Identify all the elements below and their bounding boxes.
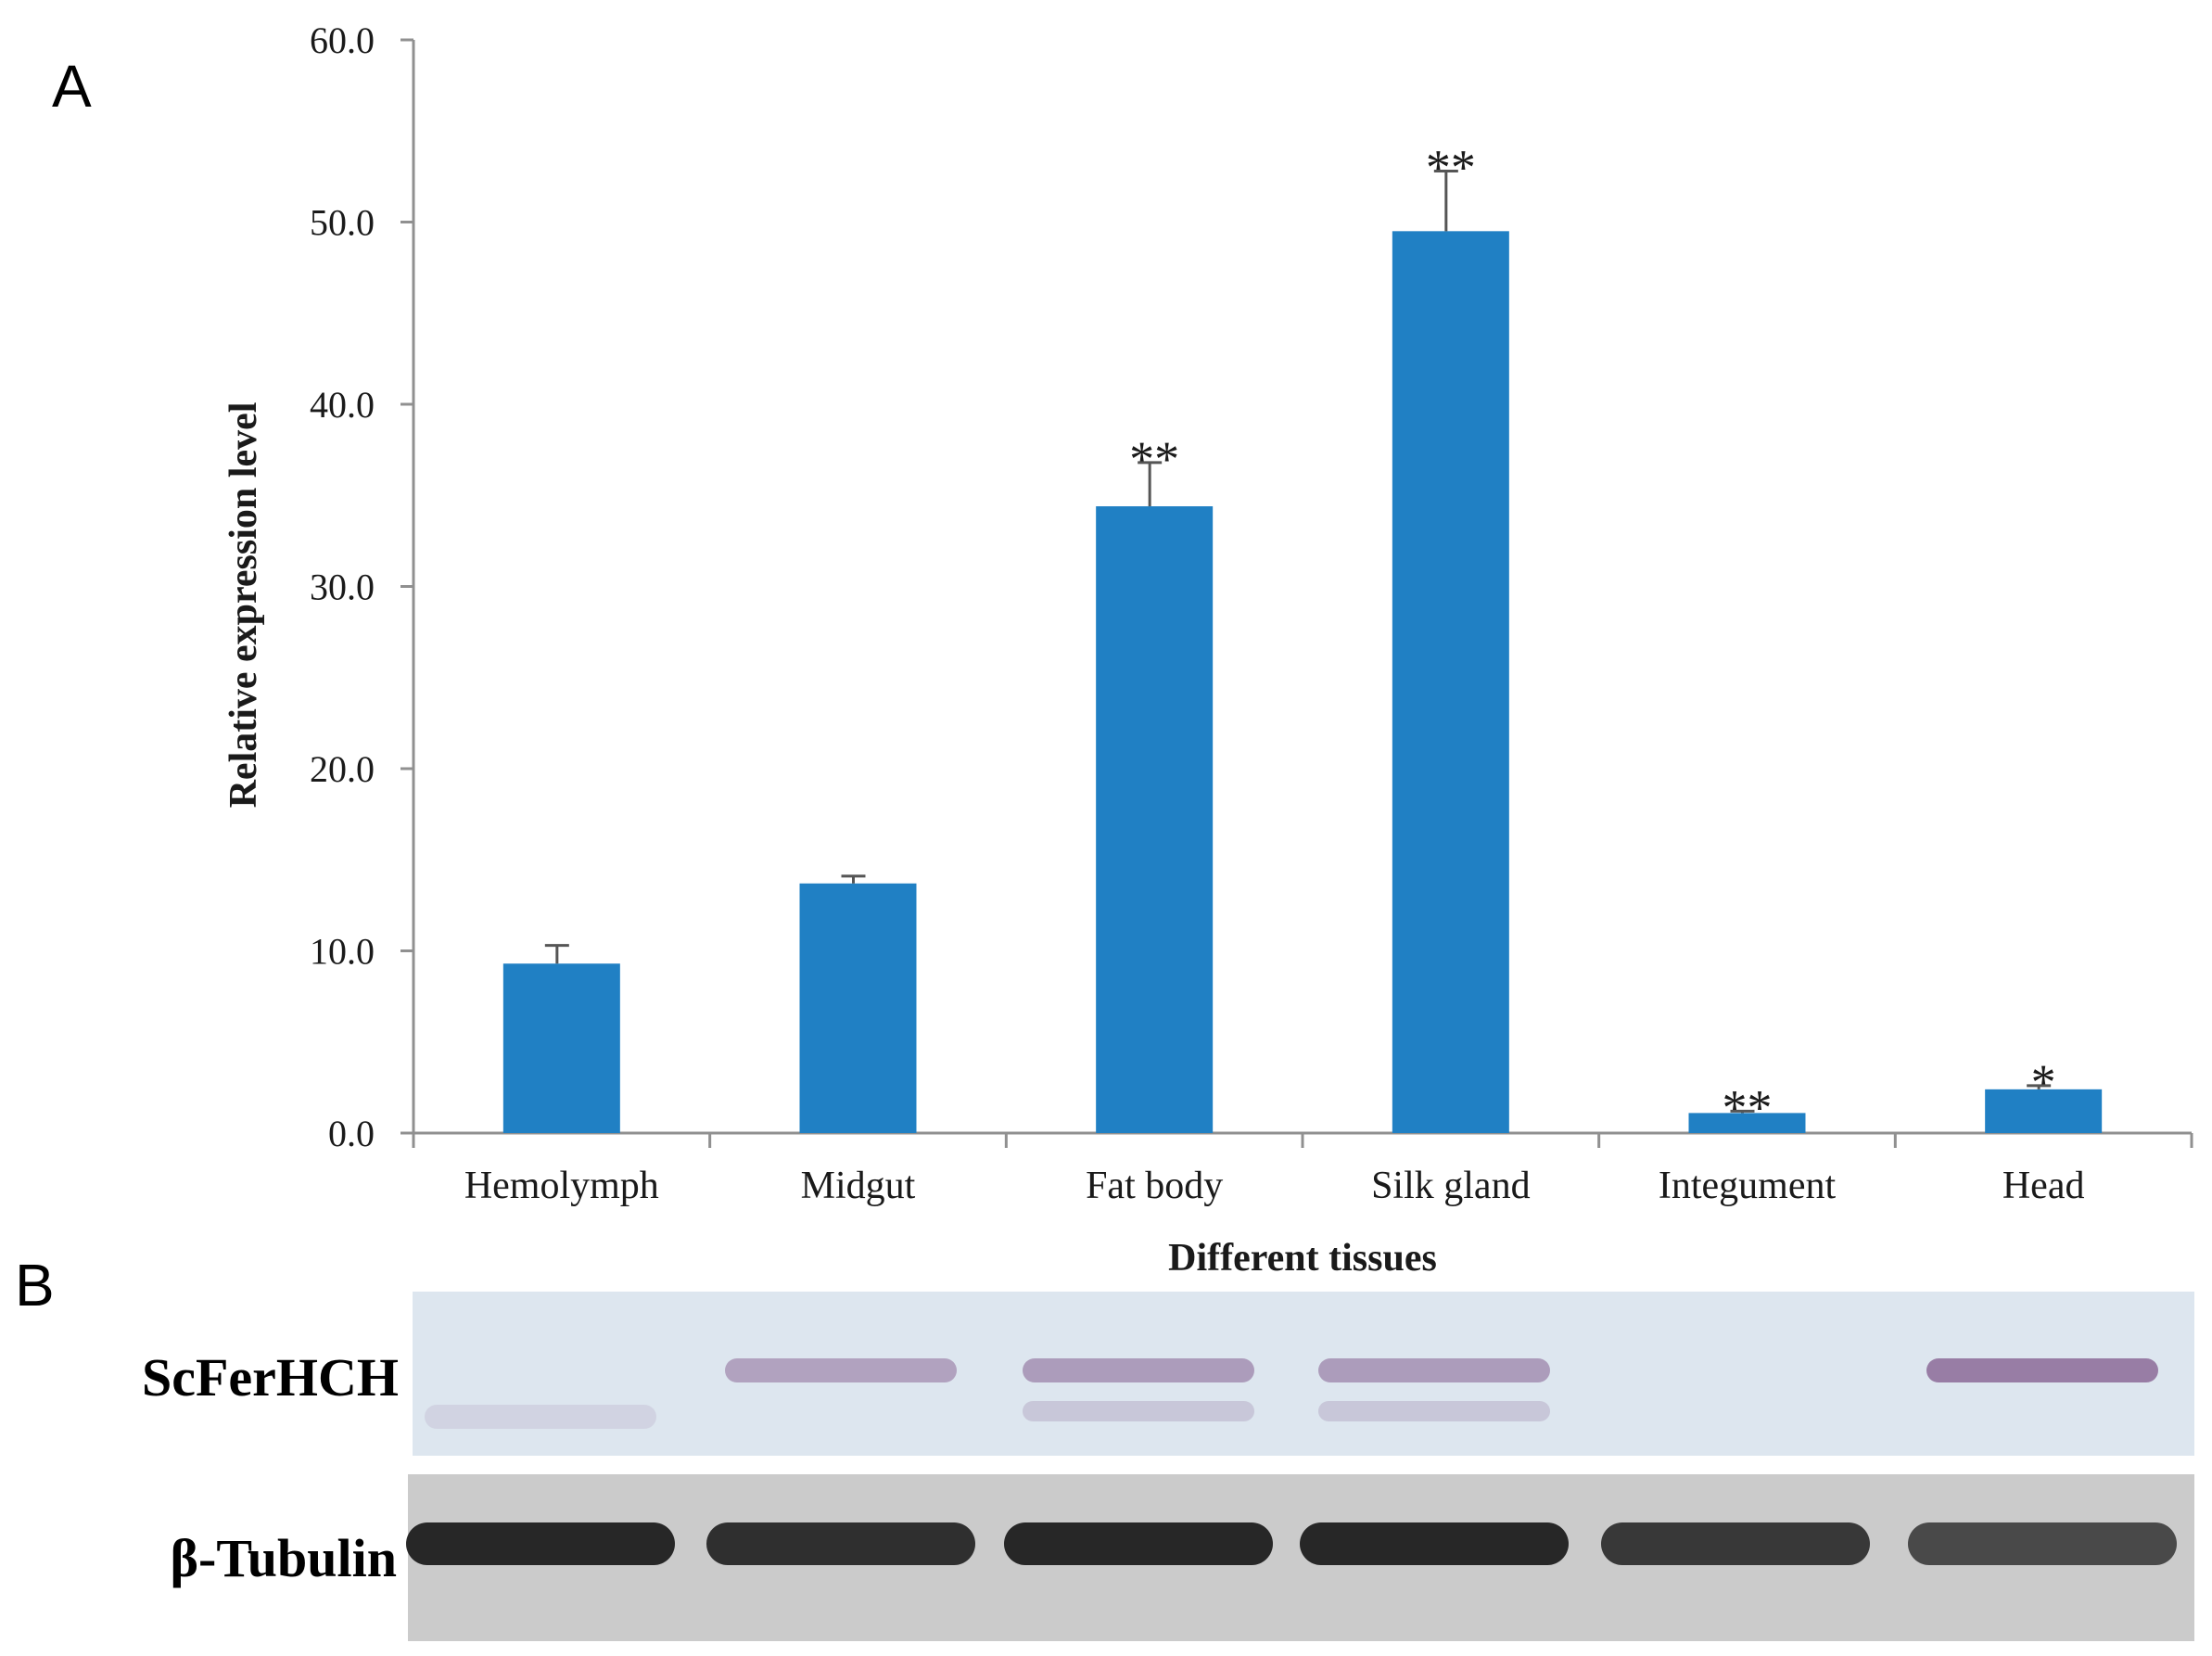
x-tick-label: Head [2002, 1165, 2085, 1207]
bar-silk-gland [1392, 231, 1509, 1133]
blot-band [706, 1522, 975, 1565]
bar-integument [1688, 1113, 1806, 1133]
blot-band [725, 1358, 957, 1382]
y-tick-label: 50.0 [310, 202, 375, 244]
blot-top-background [413, 1292, 2194, 1456]
significance-marker: ** [1723, 1079, 1773, 1135]
bar-head [1985, 1089, 2103, 1133]
x-tick-label: Silk gland [1371, 1165, 1531, 1207]
panel-label-b: B [15, 1252, 55, 1318]
x-tick-label: Integument [1659, 1165, 1837, 1207]
significance-marker: ** [1129, 431, 1179, 487]
blot-band [425, 1405, 656, 1429]
y-tick-label: 10.0 [310, 931, 375, 973]
y-tick-label: 20.0 [310, 748, 375, 790]
y-axis-ticks: 0.0 10.0 20.0 30.0 40.0 50.0 60.0 [310, 19, 413, 1154]
y-tick-label: 40.0 [310, 384, 375, 426]
blot-label-beta-tubulin: β-Tubulin [171, 1528, 398, 1588]
y-axis-title: Relative expression level [222, 402, 265, 809]
x-axis-ticks: Hemolymph Midgut Fat body Silk gland Integum… [412, 1133, 2193, 1207]
western-blot: ScFerHCH β-Tubulin [142, 1292, 2194, 1641]
x-tick-label: Fat body [1086, 1165, 1223, 1207]
blot-band-faint [1318, 1401, 1550, 1421]
bars: ****** * [502, 139, 2103, 1135]
blot-bottom-background [408, 1474, 2194, 1641]
blot-band [1318, 1358, 1550, 1382]
blot-band [1004, 1522, 1273, 1565]
x-axis-title: Different tissues [1168, 1237, 1437, 1280]
panel-label-a: A [52, 53, 92, 120]
bar-hemolymph [502, 963, 620, 1133]
significance-marker: ** [1426, 139, 1476, 195]
blot-band [1300, 1522, 1569, 1565]
blot-label-scferhch: ScFerHCH [142, 1347, 399, 1408]
bar-fat-body [1096, 506, 1214, 1133]
y-tick-label: 30.0 [310, 567, 375, 608]
x-tick-label: Hemolymph [464, 1165, 659, 1207]
blot-band [406, 1522, 675, 1565]
y-tick-label: 60.0 [310, 19, 375, 61]
y-tick-label: 0.0 [328, 1113, 375, 1154]
x-tick-label: Midgut [801, 1165, 916, 1207]
bar-midgut [799, 883, 917, 1133]
blot-band-faint [1023, 1401, 1254, 1421]
bar-chart: 0.010.020.030.040.050.060.0 ****** * Hemo… [222, 19, 2193, 1280]
blot-band [1908, 1522, 2177, 1565]
blot-bands [406, 1358, 2177, 1565]
blot-band [1601, 1522, 1870, 1565]
significance-marker: * [2031, 1054, 2056, 1110]
blot-band [1926, 1358, 2158, 1382]
blot-band [1023, 1358, 1254, 1382]
